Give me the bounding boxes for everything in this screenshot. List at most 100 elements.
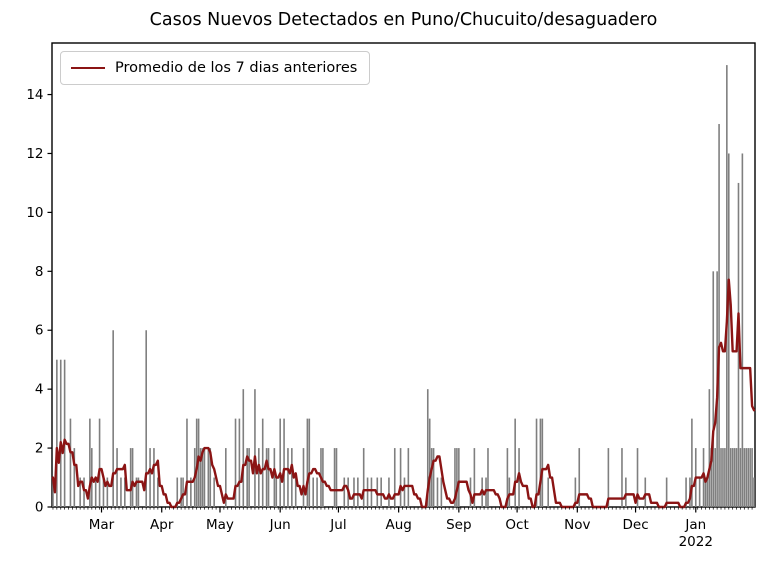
- bar: [258, 448, 260, 507]
- y-axis: 0 2 4 6 8 10 12 14: [26, 87, 52, 516]
- bar: [207, 448, 210, 507]
- bar: [621, 448, 623, 507]
- bar: [279, 418, 281, 507]
- bar: [362, 448, 365, 507]
- bar: [291, 448, 293, 507]
- bar: [399, 448, 402, 507]
- bar: [407, 448, 410, 507]
- bar: [149, 448, 151, 507]
- bar: [743, 448, 746, 507]
- bar: [73, 448, 76, 507]
- legend: Promedio de los 7 dias anteriores: [60, 51, 371, 85]
- bar: [225, 448, 227, 507]
- bar: [273, 448, 276, 507]
- bar: [714, 448, 716, 507]
- bar: [753, 477, 755, 507]
- bar: [454, 448, 456, 507]
- bar: [129, 448, 132, 507]
- bar: [456, 448, 458, 507]
- bar: [366, 477, 369, 507]
- bar: [685, 477, 687, 507]
- plot-frame: [51, 42, 756, 508]
- bar: [747, 448, 749, 507]
- bar: [698, 477, 701, 507]
- y-tick-label: 14: [26, 87, 43, 103]
- bar: [98, 418, 101, 507]
- bar: [745, 448, 748, 507]
- bar: [308, 418, 311, 507]
- bar: [294, 477, 297, 507]
- bar: [380, 477, 382, 507]
- x-tick-year-label: 2022: [679, 534, 713, 550]
- x-tick-label: Oct: [505, 517, 528, 533]
- bar: [176, 477, 179, 507]
- bar: [275, 477, 278, 507]
- bar: [535, 418, 538, 507]
- bar: [102, 477, 105, 507]
- bar: [94, 477, 97, 507]
- bar: [487, 448, 489, 507]
- bar: [665, 477, 668, 507]
- y-tick-label: 4: [35, 382, 44, 398]
- bar: [213, 477, 215, 507]
- bar: [335, 448, 338, 507]
- bar: [106, 477, 109, 507]
- daily-cases-bars: [52, 65, 755, 508]
- bar: [135, 477, 138, 507]
- y-tick-label: 12: [26, 146, 43, 162]
- bar: [157, 477, 159, 507]
- bar: [79, 477, 81, 507]
- bar: [131, 448, 134, 507]
- bar: [120, 477, 122, 507]
- bar: [242, 389, 245, 507]
- bar: [436, 477, 439, 507]
- bar: [708, 389, 711, 507]
- bar: [83, 477, 85, 507]
- bar: [180, 477, 182, 507]
- bar: [287, 448, 289, 507]
- bar: [749, 448, 751, 507]
- bar: [720, 448, 722, 507]
- x-tick-label: Jul: [329, 517, 346, 533]
- bar: [440, 477, 443, 507]
- bar: [430, 448, 433, 507]
- bar: [234, 418, 237, 507]
- bar: [59, 359, 62, 507]
- bar: [403, 477, 406, 507]
- bar: [731, 448, 734, 507]
- bar: [706, 477, 709, 507]
- y-tick-label: 8: [35, 264, 44, 280]
- bar: [607, 448, 610, 507]
- bar: [69, 418, 72, 507]
- bar: [124, 477, 126, 507]
- y-tick-label: 2: [35, 441, 44, 457]
- bar: [574, 477, 577, 507]
- bar: [733, 448, 736, 507]
- bar: [458, 448, 460, 507]
- bar: [116, 448, 118, 507]
- bar: [246, 448, 248, 507]
- bar: [541, 418, 544, 507]
- bar: [357, 477, 359, 507]
- bar: [209, 448, 212, 507]
- y-tick-label: 6: [35, 323, 44, 339]
- bar: [729, 448, 732, 507]
- bar: [393, 448, 396, 507]
- bar: [625, 477, 627, 507]
- bar: [137, 477, 140, 507]
- bar: [578, 448, 581, 507]
- bar: [514, 418, 516, 507]
- bar: [145, 330, 147, 507]
- bar: [727, 153, 730, 508]
- bar: [370, 477, 373, 507]
- bar: [89, 418, 91, 507]
- x-tick-label: Nov: [564, 517, 590, 533]
- x-tick-label: Aug: [385, 517, 411, 533]
- bar: [201, 448, 204, 507]
- bar: [691, 418, 693, 507]
- x-tick-label: Jun: [269, 517, 291, 533]
- bar: [261, 418, 264, 507]
- bar: [63, 359, 66, 507]
- bar: [353, 477, 355, 507]
